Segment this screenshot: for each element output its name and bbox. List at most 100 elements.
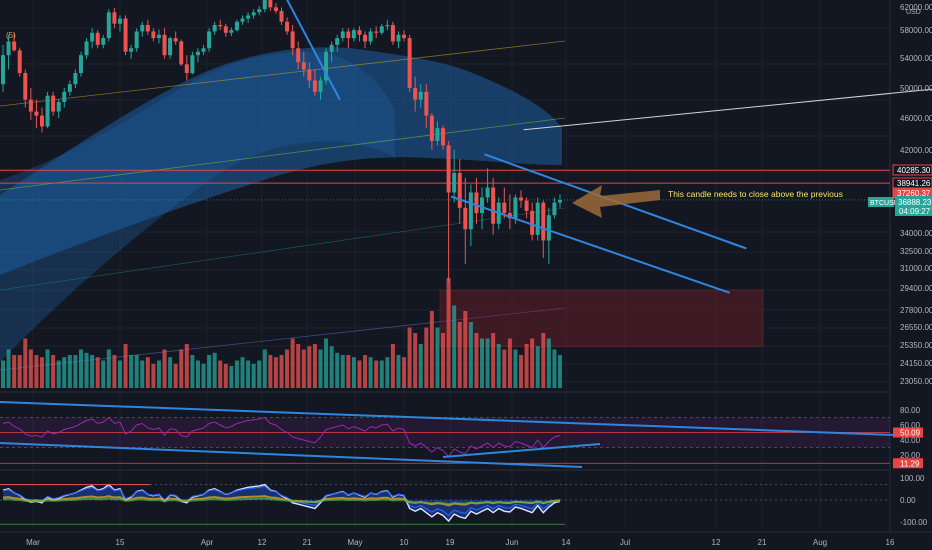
volume-bar	[480, 338, 485, 388]
supply-zone-box[interactable]	[439, 289, 764, 347]
rsi-tick-label: 20.00	[900, 451, 921, 460]
candle-body	[329, 44, 334, 52]
candle-body	[212, 24, 217, 32]
annotation-arrow[interactable]	[572, 185, 660, 218]
time-label[interactable]: Jun	[506, 538, 519, 547]
price-axis[interactable]: 62000.00 58000.00 54000.00 50000.00 46000.00…	[892, 3, 932, 527]
candle-body	[513, 197, 518, 219]
candlestick-series[interactable]	[1, 0, 562, 283]
candle-body	[101, 38, 106, 45]
time-label[interactable]: 12	[258, 538, 267, 547]
osc-tick-label: 0.00	[900, 496, 916, 505]
candle-body	[106, 12, 111, 39]
volume-bar	[195, 360, 200, 388]
candle-body	[151, 31, 156, 39]
candle-body	[290, 31, 295, 49]
rsi-trendline-rising[interactable]	[442, 443, 601, 458]
time-label[interactable]: May	[347, 538, 362, 547]
time-label[interactable]: 15	[116, 538, 125, 547]
volume-bar	[73, 355, 78, 388]
candle-body	[552, 202, 557, 216]
time-axis-bg	[0, 532, 932, 550]
candle-body	[507, 213, 512, 219]
candle-body	[262, 0, 267, 10]
annotation-text[interactable]: This candle needs to close above the pre…	[668, 189, 843, 199]
volume-bar	[329, 346, 334, 388]
volume-bar	[519, 355, 524, 388]
time-label[interactable]: Aug	[813, 538, 827, 547]
candle-body	[123, 18, 128, 52]
candle-body	[296, 48, 301, 63]
volume-bar	[218, 360, 223, 388]
volume-bar	[429, 311, 434, 388]
rsi-tag-box	[893, 427, 923, 438]
candle-body	[285, 21, 290, 32]
support-zone-rectangle[interactable]	[439, 289, 764, 347]
time-label[interactable]: 12	[712, 538, 721, 547]
candle-body	[229, 30, 234, 33]
indicator-count-label: (5)	[6, 31, 16, 40]
time-label[interactable]: 19	[446, 538, 455, 547]
candle-body	[312, 80, 317, 92]
volume-bar	[78, 349, 83, 388]
price-tags: BTCUSD 36888.23 04:09:27 USD	[868, 9, 932, 216]
ma-line-yellow	[0, 40, 566, 107]
trendline-april-drop[interactable]	[284, 0, 341, 101]
price-tick-label: 62000.00	[900, 3, 932, 12]
candle-body	[351, 30, 356, 39]
candle-body	[39, 115, 44, 127]
volume-bar	[168, 357, 173, 388]
candle-body	[424, 91, 429, 116]
time-label[interactable]: 14	[562, 538, 571, 547]
volume-bar	[502, 349, 507, 388]
trendline-lower-channel[interactable]	[450, 195, 730, 294]
time-label[interactable]: 21	[303, 538, 312, 547]
rsi-trendline-upper[interactable]	[0, 401, 896, 436]
time-label[interactable]: 16	[886, 538, 895, 547]
volume-bar	[290, 338, 295, 388]
rsi-pane[interactable]	[0, 401, 896, 468]
volume-bar	[134, 355, 139, 388]
osc-tick-label: -100.00	[900, 518, 928, 527]
trendline-white-trend[interactable]	[523, 77, 932, 131]
price-tag-box	[892, 164, 932, 176]
candle-body	[407, 38, 412, 88]
candle-body	[56, 101, 61, 112]
rsi-line	[2, 416, 561, 458]
volume-bar	[246, 360, 251, 388]
time-axis[interactable]: Mar 15 Apr 12 21 May 10 19 Jun 14 Jul 12 21 Aug 16	[0, 531, 932, 550]
candle-body	[396, 34, 401, 42]
volume-bar	[62, 357, 67, 388]
time-label[interactable]: Jul	[620, 538, 630, 547]
arrow-shape[interactable]	[572, 185, 660, 218]
ma-line-green	[0, 117, 566, 191]
candle-body	[12, 41, 17, 51]
volume-bars	[1, 278, 562, 388]
countdown-tag: 04:09:27	[899, 207, 931, 216]
volume-bar	[212, 352, 217, 388]
candle-body	[78, 55, 83, 74]
time-label[interactable]: Mar	[26, 538, 40, 547]
time-label[interactable]: Apr	[201, 538, 214, 547]
volume-bar	[17, 355, 22, 388]
time-label[interactable]: 10	[400, 538, 409, 547]
candle-body	[28, 99, 33, 112]
volume-bar	[162, 349, 167, 388]
candle-body	[435, 128, 440, 142]
volume-bar	[223, 363, 228, 388]
candle-body	[301, 62, 306, 70]
volume-bar	[129, 355, 134, 388]
rsi-trendline-lower[interactable]	[0, 442, 583, 468]
price-tag-label: 38941.26	[897, 179, 931, 188]
time-label[interactable]: 21	[758, 538, 767, 547]
volume-bar	[413, 333, 418, 388]
volume-bar	[335, 352, 340, 388]
volume-bar	[312, 344, 317, 388]
candle-body	[541, 202, 546, 241]
candle-body	[179, 41, 184, 65]
candle-body	[145, 24, 150, 32]
volume-bar	[407, 327, 412, 388]
oscillator-pane[interactable]	[0, 483, 890, 525]
candle-body	[429, 115, 434, 142]
